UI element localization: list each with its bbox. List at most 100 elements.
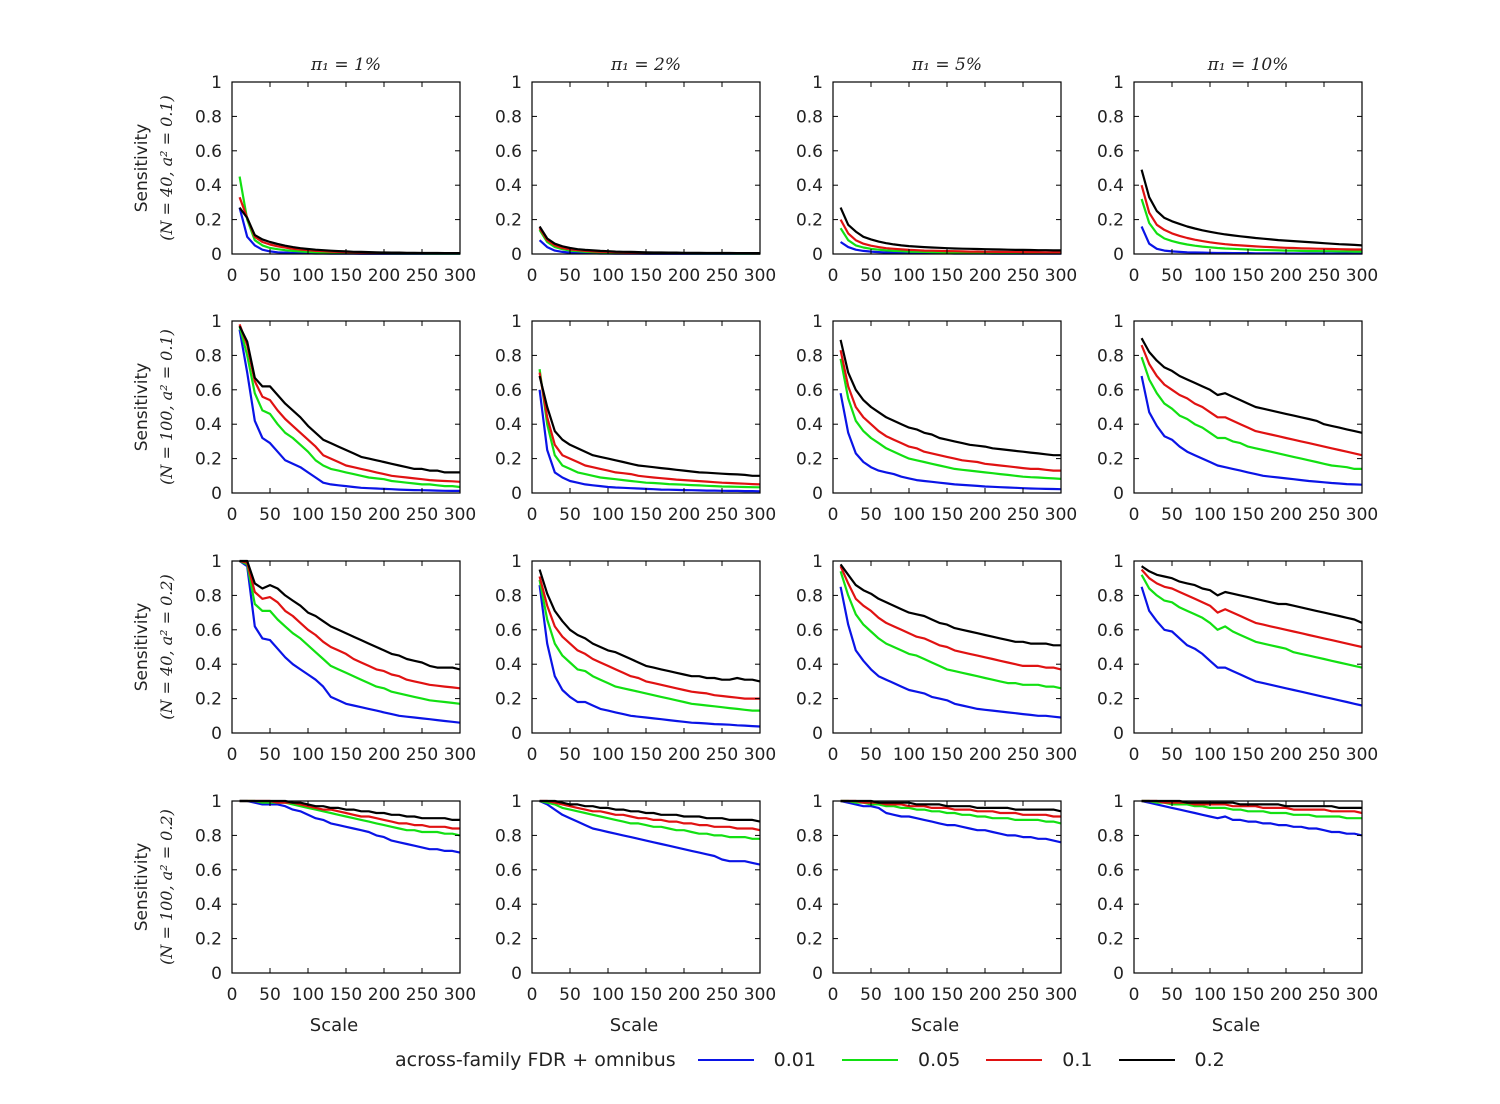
series-line-0.01-r1c0: [238, 329, 460, 492]
x-tick-label-r0c3: 50: [1161, 266, 1183, 286]
y-tick-label-r3c1: 0.4: [495, 895, 522, 915]
x-tick-label-r0c2: 300: [1045, 266, 1077, 286]
series-line-0.2-r1c1: [538, 375, 760, 477]
y-tick-label-r2c2: 0: [812, 724, 823, 744]
series-line-0.01-r3c1: [539, 799, 761, 866]
y-tick-label-r0c1: 0.2: [495, 211, 522, 231]
x-tick-label-r3c2: 250: [1007, 985, 1039, 1005]
y-tick-label-r2c1: 0.6: [495, 621, 522, 641]
y-tick-label-r2c3: 0: [1113, 724, 1124, 744]
x-tick-label-r1c2: 250: [1007, 505, 1039, 525]
y-tick-label-r2c3: 0.6: [1097, 621, 1124, 641]
y-tick-label-r0c3: 0.4: [1097, 176, 1124, 196]
x-tick-label-r3c1: 150: [630, 985, 662, 1005]
y-tick-label-r3c0: 0.6: [195, 861, 222, 881]
series-line-0.01-r2c1: [538, 584, 761, 728]
y-tick-label-r3c2: 0: [812, 964, 823, 984]
row-condition-label-0: (N = 40, a² = 0.1): [157, 95, 176, 241]
y-tick-label-r3c0: 0.2: [195, 930, 222, 950]
y-tick-label-r2c0: 0.4: [195, 655, 222, 675]
plot-frame-r0c0: [231, 81, 461, 255]
series-line-0.05-r3c1: [539, 799, 760, 840]
y-tick-label-r0c0: 0.2: [195, 211, 222, 231]
y-tick-label-r1c3: 0.2: [1097, 450, 1124, 470]
column-title-3: π₁ = 10%: [1207, 55, 1289, 75]
x-tick-label-r0c2: 100: [893, 266, 925, 286]
x-tick-label-r3c0: 0: [227, 985, 238, 1005]
x-tick-label-r2c2: 0: [828, 745, 839, 765]
x-tick-label-r0c2: 200: [969, 266, 1001, 286]
series-line-0.1-r2c1: [538, 576, 760, 700]
y-tick-label-r3c3: 0.6: [1097, 861, 1124, 881]
y-tick-label-r2c0: 0: [211, 724, 222, 744]
series-line-0.1-r1c0: [238, 324, 461, 483]
x-tick-label-r1c2: 300: [1045, 505, 1077, 525]
y-tick-label-r2c2: 0.2: [796, 690, 823, 710]
plot-frame-r1c0: [231, 320, 461, 494]
x-tick-label-r2c3: 300: [1346, 745, 1378, 765]
y-tick-label-r1c0: 1: [211, 312, 222, 332]
y-tick-label-r1c0: 0.8: [195, 346, 222, 366]
y-tick-label-r1c3: 0.6: [1097, 381, 1124, 401]
y-tick-label-r2c3: 0.8: [1097, 586, 1124, 606]
plot-frame-r3c2: [832, 800, 1062, 974]
x-axis-label-col-3: Scale: [1212, 1015, 1260, 1036]
y-tick-label-r3c2: 0.2: [796, 930, 823, 950]
x-tick-label-r1c3: 300: [1346, 505, 1378, 525]
x-tick-label-r0c1: 200: [668, 266, 700, 286]
y-tick-label-r3c3: 0: [1113, 964, 1124, 984]
x-tick-label-r3c3: 250: [1308, 985, 1340, 1005]
x-tick-label-r2c1: 50: [559, 745, 581, 765]
series-line-0.1-r0c3: [1140, 184, 1362, 251]
column-title-0: π₁ = 1%: [310, 55, 381, 75]
series-line-0.1-r3c3: [1141, 799, 1363, 815]
x-tick-label-r0c0: 200: [368, 266, 400, 286]
x-tick-label-r3c2: 0: [828, 985, 839, 1005]
x-tick-label-r3c1: 250: [706, 985, 738, 1005]
x-tick-label-r0c2: 250: [1007, 266, 1039, 286]
x-tick-label-r0c0: 250: [406, 266, 438, 286]
x-tick-label-r0c1: 250: [706, 266, 738, 286]
y-tick-label-r1c1: 0.4: [495, 415, 522, 435]
x-axis-label-col-2: Scale: [911, 1015, 959, 1036]
x-tick-label-r1c2: 0: [828, 505, 839, 525]
series-line-0.1-r2c3: [1140, 568, 1363, 649]
y-tick-label-r1c3: 0.4: [1097, 415, 1124, 435]
legend: across-family FDR + omnibus 0.01 0.05 0.…: [395, 1045, 1251, 1075]
x-tick-label-r1c0: 200: [368, 505, 400, 525]
series-line-0.01-r1c1: [538, 389, 761, 493]
y-axis-label-row-2: Sensitivity: [132, 603, 152, 692]
y-tick-label-r1c3: 0.8: [1097, 346, 1124, 366]
y-tick-label-r0c2: 0.4: [796, 176, 823, 196]
series-line-0.01-r2c0: [238, 560, 461, 724]
series-line-0.01-r3c0: [239, 799, 461, 854]
x-tick-label-r2c1: 300: [744, 745, 776, 765]
series-line-0.05-r1c2: [839, 358, 1062, 480]
y-tick-label-r1c2: 0.6: [796, 381, 823, 401]
x-tick-label-r1c3: 50: [1161, 505, 1183, 525]
x-tick-label-r1c1: 150: [630, 505, 662, 525]
y-tick-label-r3c2: 0.6: [796, 861, 823, 881]
x-tick-label-r3c3: 100: [1194, 985, 1226, 1005]
y-tick-label-r3c3: 0.2: [1097, 930, 1124, 950]
y-tick-label-r3c0: 0: [211, 964, 222, 984]
series-line-0.1-r1c1: [538, 372, 761, 486]
legend-item-0.1: 0.1: [986, 1049, 1093, 1071]
x-tick-label-r2c0: 300: [444, 745, 476, 765]
legend-swatch-0.1: [986, 1059, 1043, 1061]
y-tick-label-r1c1: 0.8: [495, 346, 522, 366]
column-title-2: π₁ = 5%: [911, 55, 982, 75]
x-tick-label-r0c0: 50: [259, 266, 281, 286]
y-tick-label-r0c2: 0.8: [796, 107, 823, 127]
legend-title: across-family FDR + omnibus: [395, 1049, 676, 1071]
y-tick-label-r3c0: 1: [211, 792, 222, 812]
y-tick-label-r1c2: 0.2: [796, 450, 823, 470]
x-tick-label-r1c2: 200: [969, 505, 1001, 525]
x-tick-label-r0c0: 100: [292, 266, 324, 286]
x-tick-label-r3c1: 300: [744, 985, 776, 1005]
x-tick-label-r2c2: 300: [1045, 745, 1077, 765]
x-tick-label-r3c0: 50: [259, 985, 281, 1005]
x-tick-label-r3c1: 100: [592, 985, 624, 1005]
x-tick-label-r0c1: 150: [630, 266, 662, 286]
